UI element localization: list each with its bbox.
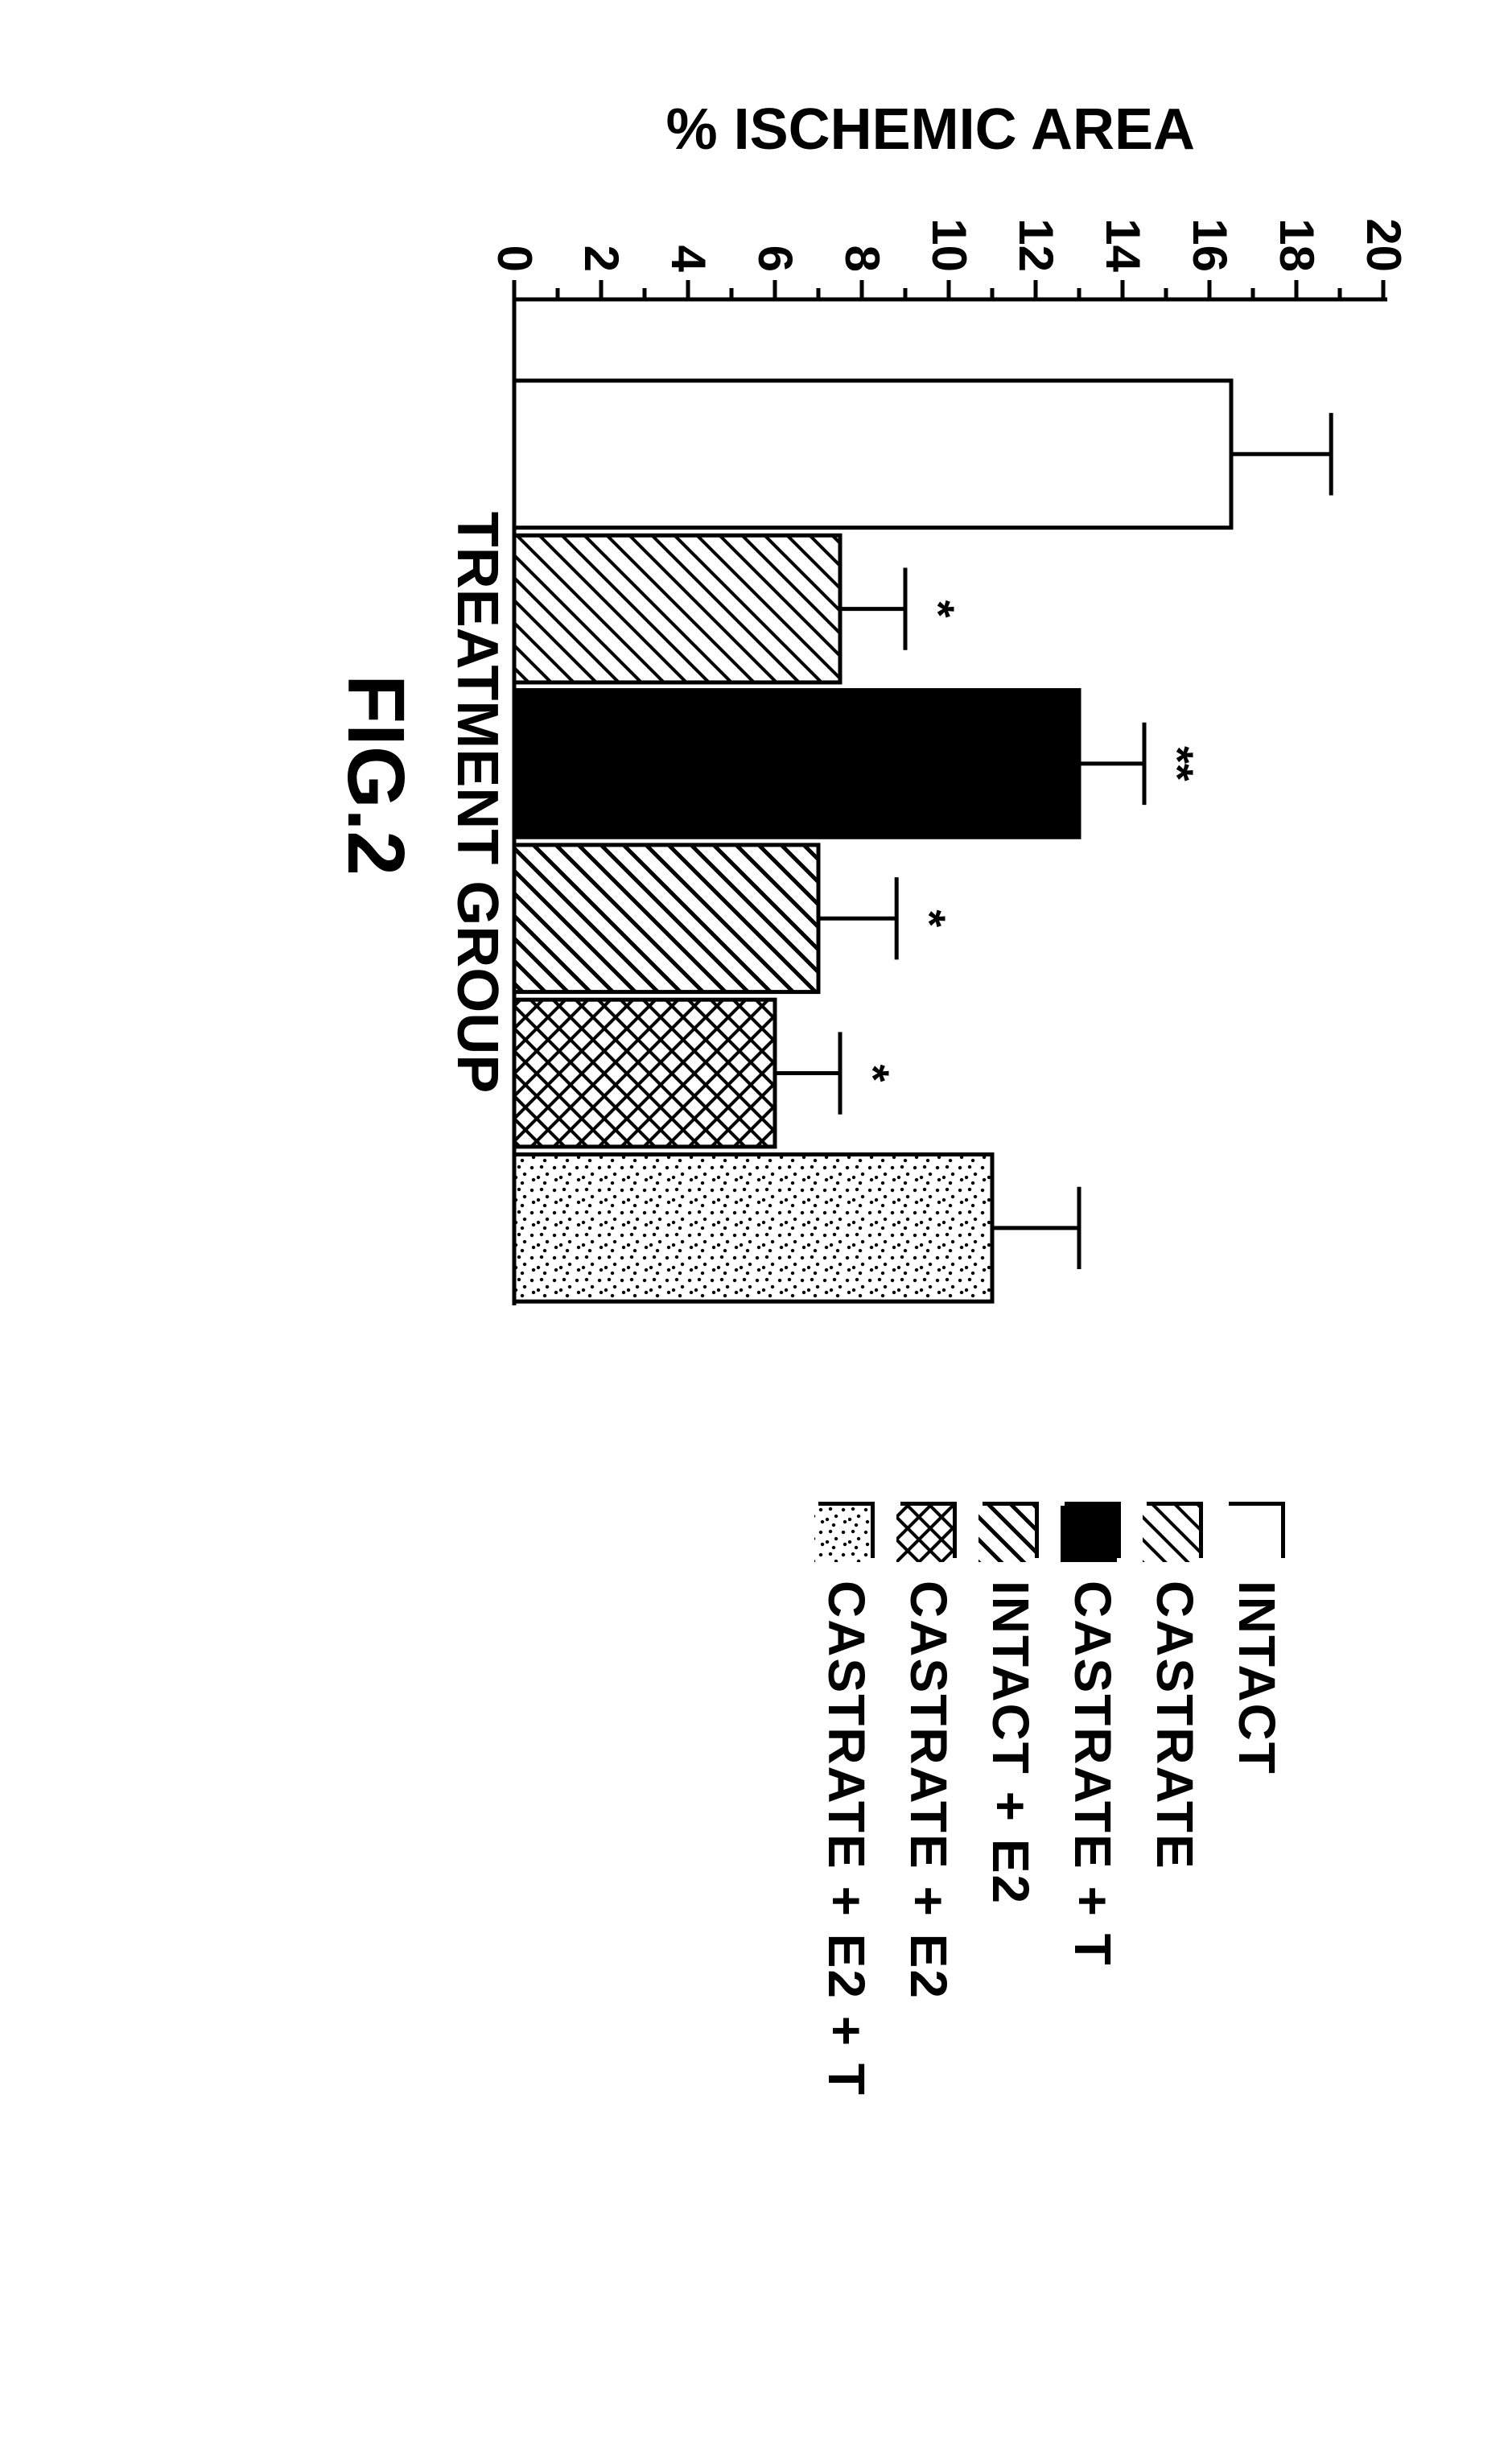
legend: INTACT CASTRATE CASTRATE + T INTACT + E2 CAS… [817, 1502, 1287, 2096]
svg-text:6: 6 [748, 245, 802, 272]
bar [514, 381, 1231, 528]
significance-marker: * [848, 1065, 899, 1082]
legend-item: CASTRATE + E2 + T [817, 1502, 876, 2096]
svg-text:16: 16 [1183, 218, 1237, 272]
svg-text:2: 2 [575, 245, 628, 272]
svg-text:18: 18 [1270, 218, 1324, 272]
chart-svg-wrap: 02468101214161820*****TREATMENT GROUP [446, 195, 1415, 1321]
significance-marker: ** [1152, 746, 1203, 781]
significance-marker: * [913, 600, 964, 618]
legend-swatch [1147, 1502, 1203, 1558]
legend-label: CASTRATE + E2 [899, 1581, 958, 2000]
chart-row: % ISCHEMIC AREA 02468101214161820*****TR… [446, 97, 1415, 1453]
legend-label: INTACT [1227, 1581, 1287, 1775]
bar-chart: 02468101214161820*****TREATMENT GROUP [450, 195, 1415, 1321]
figure-label: FIG.2 [329, 674, 422, 876]
svg-text:8: 8 [835, 245, 889, 272]
bar [514, 690, 1079, 838]
legend-item: INTACT [1227, 1502, 1287, 2096]
legend-label: CASTRATE + E2 + T [817, 1581, 876, 2096]
legend-item: CASTRATE + E2 [899, 1502, 958, 2096]
legend-item: INTACT + E2 [981, 1502, 1040, 2096]
svg-text:10: 10 [922, 218, 976, 272]
legend-item: CASTRATE [1145, 1502, 1205, 2096]
bar [514, 1155, 992, 1302]
legend-label: CASTRATE + T [1063, 1581, 1123, 1967]
x-axis-label: TREATMENT GROUP [450, 512, 509, 1094]
legend-swatch [1065, 1502, 1121, 1558]
bar [514, 535, 840, 682]
legend-label: CASTRATE [1145, 1581, 1205, 1870]
bar [514, 1000, 775, 1147]
legend-item: CASTRATE + T [1063, 1502, 1123, 2096]
significance-marker: * [904, 909, 955, 927]
svg-text:0: 0 [488, 245, 542, 272]
bar [514, 845, 818, 992]
svg-text:12: 12 [1009, 218, 1063, 272]
svg-text:14: 14 [1096, 218, 1150, 272]
legend-swatch [900, 1502, 957, 1558]
legend-swatch [1229, 1502, 1285, 1558]
chart-block: % ISCHEMIC AREA 02468101214161820*****TR… [329, 97, 1415, 1453]
legend-swatch [818, 1502, 875, 1558]
figure-container: % ISCHEMIC AREA 02468101214161820*****TR… [112, 32, 1480, 2366]
svg-text:20: 20 [1357, 218, 1411, 272]
y-axis-label: % ISCHEMIC AREA [666, 97, 1195, 163]
svg-text:4: 4 [661, 245, 715, 273]
legend-swatch [983, 1502, 1039, 1558]
legend-label: INTACT + E2 [981, 1581, 1040, 1905]
